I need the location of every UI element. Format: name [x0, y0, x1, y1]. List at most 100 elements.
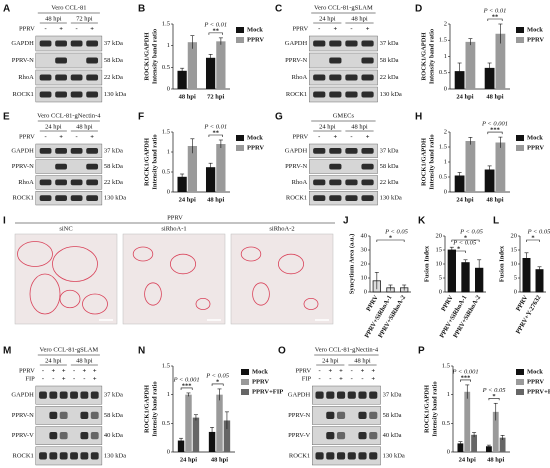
band: [347, 391, 356, 399]
error-bar: [498, 23, 503, 44]
condition-sign: -: [44, 133, 46, 140]
panel-letter: M: [3, 346, 11, 357]
band: [345, 40, 358, 47]
y-tick-label: 0.5: [439, 173, 447, 180]
x-tick-label: 72 hpi: [207, 93, 224, 100]
condition-sign: -: [76, 133, 78, 140]
band: [313, 91, 326, 98]
band: [329, 40, 342, 47]
error-bar: [210, 427, 215, 437]
condition-sign: -: [318, 375, 320, 382]
bar: [465, 141, 476, 192]
band-label: PPRV-N: [285, 163, 307, 170]
condition-sign: +: [93, 367, 97, 374]
band: [345, 148, 358, 154]
p-value: P < 0.05: [205, 372, 230, 379]
y-tick-label: 10: [511, 260, 518, 267]
band: [39, 195, 52, 201]
legend-label: Mock: [247, 26, 263, 33]
band: [336, 431, 346, 440]
band: [70, 179, 83, 186]
condition-sign: -: [318, 133, 320, 140]
blot-strip: [312, 406, 381, 425]
condition-sign: -: [42, 367, 44, 374]
kda-label: 37 kDa: [380, 40, 399, 47]
significance-bracket: [487, 131, 503, 135]
time-label: 24 hpi: [45, 123, 62, 130]
time-label: 48 hpi: [76, 357, 93, 364]
legend-label: PPRV: [247, 144, 264, 151]
bar: [216, 394, 223, 452]
band-label: PPRV-V: [288, 432, 310, 439]
condition-sign: -: [351, 367, 353, 374]
blot-strip: [309, 69, 378, 86]
band: [345, 195, 358, 201]
band-label: ROCK1: [12, 195, 33, 202]
band: [39, 391, 47, 399]
band: [39, 179, 52, 186]
y-tick-label: 0.5: [439, 69, 447, 76]
blot-title: Vero CCL-81-gSLAM: [40, 346, 99, 353]
band: [361, 91, 374, 98]
bar: [208, 431, 216, 452]
significance-stars: *: [531, 234, 534, 241]
bar: [495, 33, 506, 89]
error-bar: [487, 165, 492, 174]
bar: [192, 417, 200, 452]
y-axis-label: Fusion Index: [423, 245, 430, 282]
legend-swatch: [516, 37, 524, 43]
y-tick-label: 1: [167, 391, 170, 398]
band: [55, 148, 67, 154]
y-axis-label: Intensity band ratio: [151, 134, 158, 189]
y-axis-label: ROCK1/GAPDH: [420, 32, 427, 80]
y-tick-label: 10: [436, 260, 443, 267]
significance-stars: *: [464, 234, 467, 241]
legend-label: PPRV: [527, 378, 544, 385]
condition-sign: +: [51, 367, 55, 374]
bar: [492, 411, 499, 452]
band-label: GAPDH: [285, 147, 308, 154]
band: [358, 391, 367, 399]
x-tick-label: 48 hpi: [179, 93, 196, 100]
band: [369, 452, 378, 460]
blot-strip: [35, 406, 103, 425]
blot-strip: [309, 159, 378, 174]
y-tick-label: 1: [167, 42, 170, 49]
kda-label: 22 kDa: [104, 74, 123, 81]
band: [70, 452, 78, 460]
condition-sign: +: [93, 375, 97, 382]
condition-sign: +: [90, 133, 94, 140]
condition-label: PPRV: [19, 367, 35, 374]
band: [369, 411, 378, 420]
band: [361, 40, 374, 47]
time-label: 24 hpi: [319, 123, 336, 130]
band: [39, 74, 52, 81]
panel-letter: B: [138, 4, 145, 15]
y-tick-label: 0.5: [162, 420, 170, 427]
band: [80, 391, 89, 399]
error-bar: [498, 136, 503, 148]
micrograph: [122, 233, 226, 325]
blot-strip: [35, 52, 103, 69]
p-value: P < 0.01: [483, 7, 507, 14]
error-bar: [486, 444, 491, 448]
error-bar: [186, 392, 191, 397]
band: [49, 431, 58, 440]
band: [55, 163, 67, 170]
legend-label: PPRV: [527, 144, 544, 151]
condition-sign: -: [329, 375, 331, 382]
x-tick-label: 48 hpi: [486, 196, 503, 203]
y-tick-label: 1: [444, 158, 447, 165]
condition-sign: +: [62, 375, 66, 382]
y-tick-label: 1: [444, 53, 447, 60]
legend-label: Mock: [527, 26, 543, 33]
significance-bracket: [180, 387, 193, 390]
error-bar: [218, 139, 223, 148]
y-tick-label: 1.5: [162, 362, 170, 369]
y-tick-label: 20: [511, 232, 518, 239]
y-axis-label: Fusion Index: [498, 245, 505, 282]
legend-label: PPRV: [527, 36, 544, 43]
y-tick-label: 0.5: [162, 64, 170, 71]
y-tick-label: 15: [436, 246, 443, 253]
band-label: PPRV-N: [288, 412, 310, 419]
